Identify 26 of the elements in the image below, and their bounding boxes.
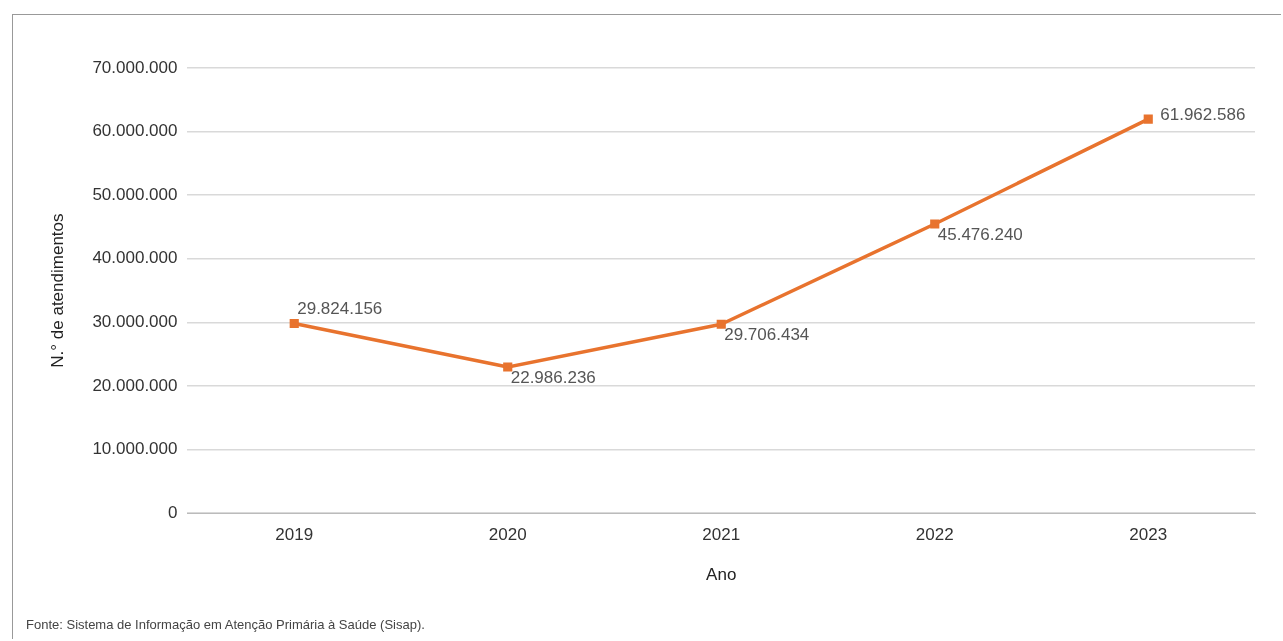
x-tick-label: 2019 [275,525,314,545]
y-tick-label: 10.000.000 [92,439,178,459]
x-axis-title: Ano [706,565,737,585]
y-tick-label: 30.000.000 [92,312,178,332]
data-label: 61.962.586 [1160,104,1246,124]
y-tick-label: 0 [168,502,178,522]
y-tick-label: 50.000.000 [92,184,178,204]
y-tick-label: 40.000.000 [92,248,178,268]
y-tick-label: 60.000.000 [92,121,178,141]
point [930,219,940,229]
data-label: 29.706.434 [724,325,810,345]
x-tick-label: 2021 [702,525,741,545]
data-label: 22.986.236 [510,368,596,388]
point [1143,114,1153,124]
x-tick-label: 2020 [488,525,527,545]
y-tick-label: 70.000.000 [92,57,178,77]
point [503,362,513,372]
source-note: Fonte: Sistema de Informação em Atenção Primária à Saúde (Sisap). [26,617,425,632]
y-tick-label: 20.000.000 [92,375,178,395]
y-axis-title: N.° de atendimentos [47,213,67,368]
x-tick-label: 2023 [1129,525,1168,545]
point [716,319,726,329]
point [289,318,299,329]
data-label: 45.476.240 [937,225,1023,245]
x-tick-label: 2022 [915,525,954,545]
data-label: 29.824.156 [297,298,383,318]
